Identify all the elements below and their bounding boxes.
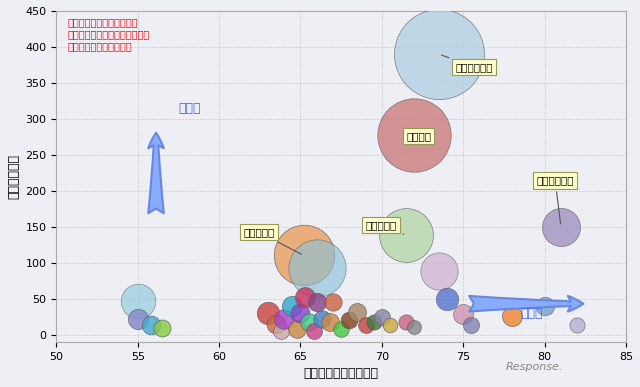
Point — [540, 303, 550, 309]
Point — [360, 322, 371, 328]
Point — [279, 316, 289, 322]
Point — [312, 298, 322, 305]
Point — [401, 232, 412, 238]
Text: 富士重工業: 富士重工業 — [243, 227, 301, 254]
Point — [385, 322, 395, 328]
Point — [336, 326, 346, 332]
Point — [344, 317, 355, 323]
Point — [312, 265, 322, 272]
X-axis label: パテントスコア最高値: パテントスコア最高値 — [303, 367, 379, 380]
Point — [556, 224, 566, 230]
Point — [132, 316, 143, 322]
Text: 本田技研工業: 本田技研工業 — [536, 176, 574, 224]
Point — [572, 322, 582, 328]
Y-axis label: 権利者スコア: 権利者スコア — [7, 154, 20, 199]
Text: Response.: Response. — [506, 361, 563, 372]
Point — [377, 314, 387, 320]
Point — [467, 322, 477, 328]
Point — [300, 294, 310, 300]
Point — [410, 132, 420, 138]
Text: デンソー: デンソー — [406, 131, 431, 141]
Text: 日産自動車: 日産自動車 — [365, 220, 404, 234]
Point — [287, 303, 298, 309]
Text: 円の大きさ：有効特許件数
縦軸（権利者スコア）：総合力
横軸（最高値）：個別力: 円の大きさ：有効特許件数 縦軸（権利者スコア）：総合力 横軸（最高値）：個別力 — [68, 17, 150, 51]
Point — [292, 326, 302, 332]
Point — [296, 310, 306, 316]
Point — [353, 308, 363, 315]
Point — [328, 298, 338, 305]
Point — [434, 268, 444, 274]
Text: 個別力: 個別力 — [520, 307, 543, 320]
Point — [132, 298, 143, 304]
Point — [442, 296, 452, 302]
Point — [146, 322, 156, 328]
Point — [308, 328, 319, 334]
Point — [303, 319, 314, 325]
Point — [369, 319, 379, 325]
Point — [458, 312, 468, 318]
Point — [271, 321, 281, 327]
Point — [317, 316, 327, 322]
Point — [324, 319, 335, 325]
Point — [276, 328, 286, 334]
Point — [434, 51, 444, 57]
Point — [263, 310, 273, 316]
Point — [401, 319, 412, 325]
Point — [299, 252, 309, 259]
Point — [157, 325, 167, 331]
Point — [410, 324, 420, 330]
Point — [507, 313, 517, 319]
Text: トヨタ自動車: トヨタ自動車 — [442, 55, 493, 72]
Text: 総合力: 総合力 — [179, 102, 202, 115]
